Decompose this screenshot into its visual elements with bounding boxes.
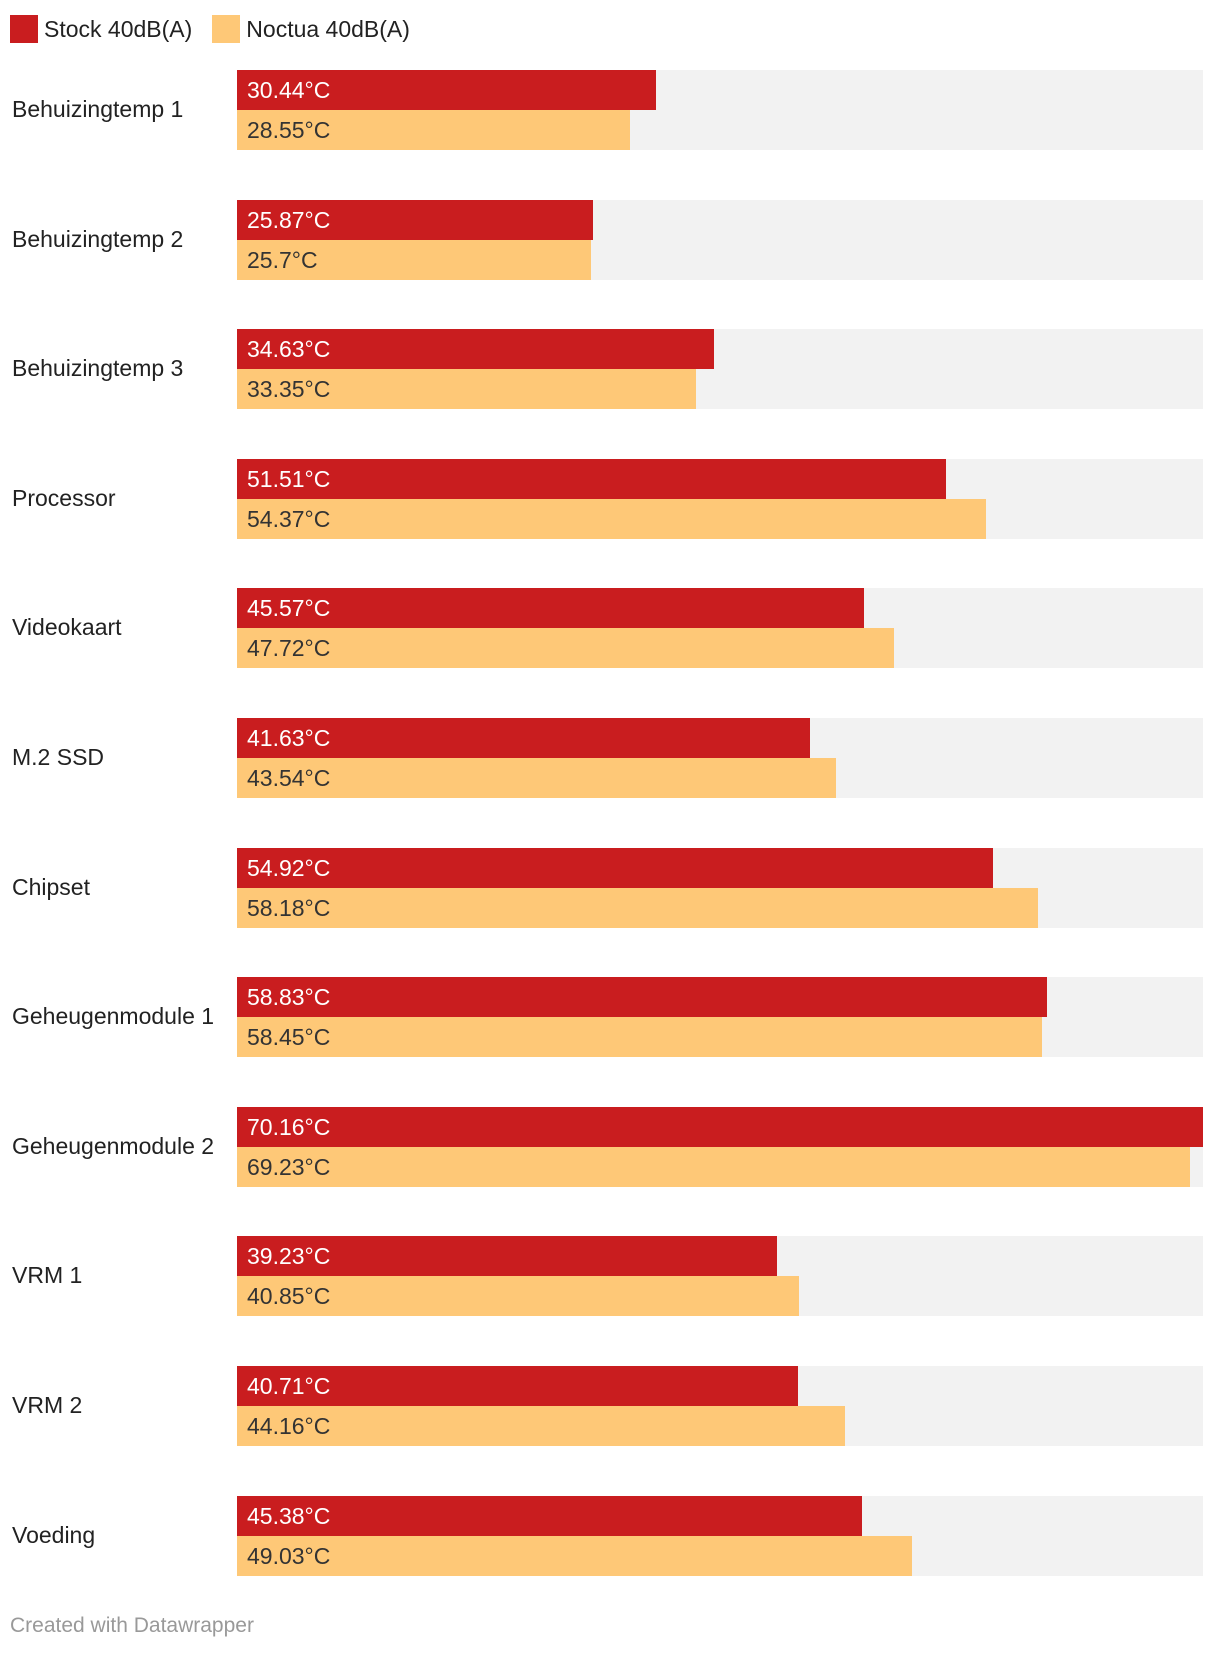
bar-noctua-behuizingtemp-2: 25.7°C xyxy=(237,240,591,280)
legend-swatch-stock xyxy=(10,15,38,43)
bar-track-geheugenmodule-1: 58.83°C 58.45°C xyxy=(237,977,1203,1057)
bar-stock-m-2-ssd: 41.63°C xyxy=(237,718,811,758)
bar-stock-geheugenmodule-1: 58.83°C xyxy=(237,977,1047,1017)
bar-stock-behuizingtemp-2: 25.87°C xyxy=(237,200,594,240)
category-label-processor: Processor xyxy=(12,485,116,511)
data-label-stock-vrm-2: 40.71°C xyxy=(247,1373,331,1399)
legend-label-noctua: Noctua 40dB(A) xyxy=(246,15,410,42)
data-label-stock-behuizingtemp-1: 30.44°C xyxy=(247,77,331,103)
data-label-stock-vrm-1: 39.23°C xyxy=(247,1243,331,1269)
category-label-voeding: Voeding xyxy=(12,1522,96,1548)
data-label-noctua-behuizingtemp-1: 28.55°C xyxy=(247,117,331,143)
data-label-stock-voeding: 45.38°C xyxy=(247,1503,331,1529)
bar-noctua-vrm-1: 40.85°C xyxy=(237,1276,800,1316)
bar-noctua-processor: 54.37°C xyxy=(237,499,986,539)
bar-noctua-geheugenmodule-2: 69.23°C xyxy=(237,1147,1191,1187)
legend: Stock 40dB(A) Noctua 40dB(A) xyxy=(10,14,430,44)
bar-stock-videokaart: 45.57°C xyxy=(237,588,865,628)
data-label-noctua-behuizingtemp-3: 33.35°C xyxy=(247,376,331,402)
bar-noctua-behuizingtemp-1: 28.55°C xyxy=(237,110,631,150)
bar-track-chipset: 54.92°C 58.18°C xyxy=(237,848,1203,928)
bar-stock-vrm-2: 40.71°C xyxy=(237,1366,798,1406)
bar-noctua-geheugenmodule-1: 58.45°C xyxy=(237,1017,1042,1057)
bar-stock-chipset: 54.92°C xyxy=(237,848,994,888)
bar-stock-geheugenmodule-2: 70.16°C xyxy=(237,1107,1203,1147)
data-label-noctua-behuizingtemp-2: 25.7°C xyxy=(247,247,318,273)
bar-track-videokaart: 45.57°C 47.72°C xyxy=(237,588,1203,668)
legend-item-noctua: Noctua 40dB(A) xyxy=(212,15,410,43)
bar-chart: Behuizingtemp 1 30.44°C 28.55°C Behuizingte… xyxy=(12,70,1203,1576)
data-label-stock-m-2-ssd: 41.63°C xyxy=(247,725,331,751)
bar-track-m-2-ssd: 41.63°C 43.54°C xyxy=(237,718,1203,798)
category-label-videokaart: Videokaart xyxy=(12,614,122,640)
bar-track-processor: 51.51°C 54.37°C xyxy=(237,459,1203,539)
bar-track-geheugenmodule-2: 70.16°C 69.23°C xyxy=(237,1107,1203,1187)
data-label-noctua-processor: 54.37°C xyxy=(247,506,331,532)
bar-noctua-vrm-2: 44.16°C xyxy=(237,1406,846,1446)
data-label-noctua-videokaart: 47.72°C xyxy=(247,635,331,661)
category-label-geheugenmodule-1: Geheugenmodule 1 xyxy=(12,1003,215,1029)
data-label-noctua-geheugenmodule-2: 69.23°C xyxy=(247,1154,331,1180)
bar-noctua-chipset: 58.18°C xyxy=(237,888,1039,928)
data-label-stock-behuizingtemp-2: 25.87°C xyxy=(247,207,331,233)
bar-track-vrm-2: 40.71°C 44.16°C xyxy=(237,1366,1203,1446)
category-label-vrm-2: VRM 2 xyxy=(12,1392,83,1418)
credit-text: Created with Datawrapper xyxy=(10,1614,254,1637)
data-label-noctua-vrm-2: 44.16°C xyxy=(247,1413,331,1439)
category-label-m-2-ssd: M.2 SSD xyxy=(12,744,105,770)
data-label-noctua-chipset: 58.18°C xyxy=(247,895,331,921)
bar-noctua-voeding: 49.03°C xyxy=(237,1536,913,1576)
bar-noctua-videokaart: 47.72°C xyxy=(237,628,895,668)
data-label-noctua-geheugenmodule-1: 58.45°C xyxy=(247,1024,331,1050)
bar-track-behuizingtemp-3: 34.63°C 33.35°C xyxy=(237,329,1203,409)
data-label-stock-chipset: 54.92°C xyxy=(247,855,331,881)
bar-stock-voeding: 45.38°C xyxy=(237,1496,862,1536)
category-label-geheugenmodule-2: Geheugenmodule 2 xyxy=(12,1133,215,1159)
category-label-behuizingtemp-2: Behuizingtemp 2 xyxy=(12,226,184,252)
data-label-stock-videokaart: 45.57°C xyxy=(247,595,331,621)
bar-stock-behuizingtemp-3: 34.63°C xyxy=(237,329,714,369)
data-label-noctua-vrm-1: 40.85°C xyxy=(247,1283,331,1309)
bar-track-vrm-1: 39.23°C 40.85°C xyxy=(237,1236,1203,1316)
data-label-noctua-voeding: 49.03°C xyxy=(247,1543,331,1569)
data-label-stock-behuizingtemp-3: 34.63°C xyxy=(247,336,331,362)
legend-swatch-noctua xyxy=(212,15,241,43)
bar-stock-processor: 51.51°C xyxy=(237,459,947,499)
data-label-stock-geheugenmodule-2: 70.16°C xyxy=(247,1114,331,1140)
category-label-vrm-1: VRM 1 xyxy=(12,1262,83,1288)
category-label-chipset: Chipset xyxy=(12,874,90,900)
bar-stock-behuizingtemp-1: 30.44°C xyxy=(237,70,657,110)
bar-noctua-m-2-ssd: 43.54°C xyxy=(237,758,837,798)
data-label-noctua-m-2-ssd: 43.54°C xyxy=(247,765,331,791)
bar-stock-vrm-1: 39.23°C xyxy=(237,1236,778,1276)
bar-track-behuizingtemp-1: 30.44°C 28.55°C xyxy=(237,70,1203,150)
legend-item-stock: Stock 40dB(A) xyxy=(10,15,192,43)
legend-label-stock: Stock 40dB(A) xyxy=(44,15,193,42)
data-label-stock-geheugenmodule-1: 58.83°C xyxy=(247,984,331,1010)
category-label-behuizingtemp-1: Behuizingtemp 1 xyxy=(12,96,184,122)
category-label-behuizingtemp-3: Behuizingtemp 3 xyxy=(12,355,184,381)
data-label-stock-processor: 51.51°C xyxy=(247,466,331,492)
bar-track-voeding: 45.38°C 49.03°C xyxy=(237,1496,1203,1576)
bar-track-behuizingtemp-2: 25.87°C 25.7°C xyxy=(237,200,1203,280)
bar-noctua-behuizingtemp-3: 33.35°C xyxy=(237,369,697,409)
